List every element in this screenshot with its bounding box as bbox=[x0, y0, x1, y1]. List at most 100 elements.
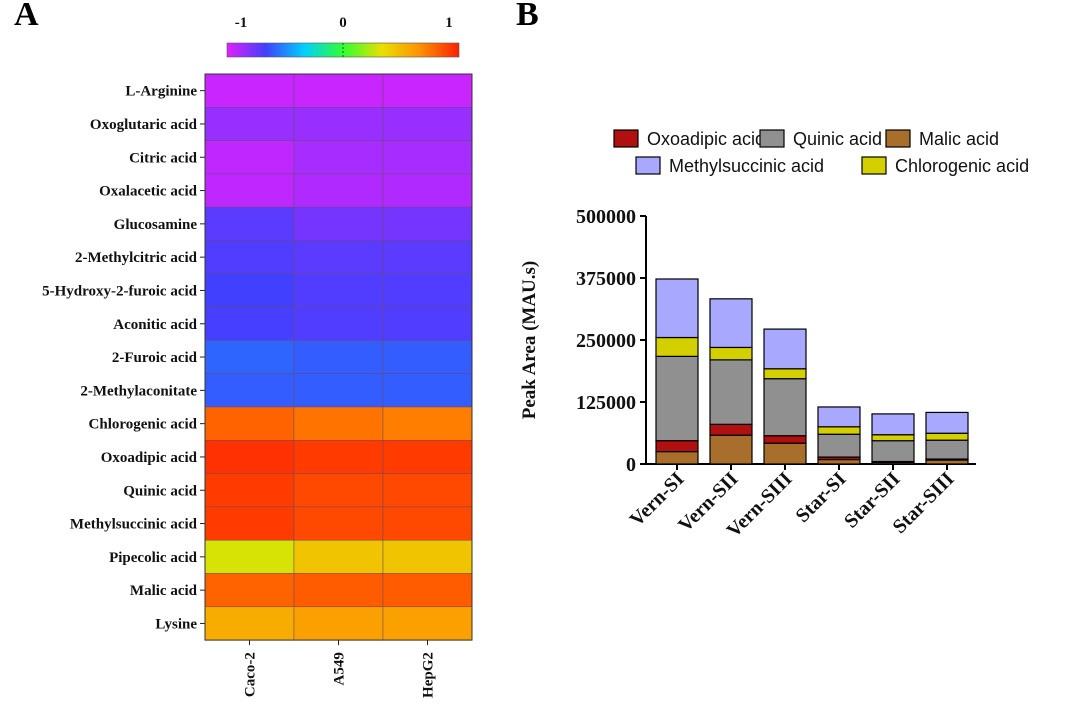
legend-label: Quinic acid bbox=[793, 129, 882, 149]
y-tick-label: 500000 bbox=[576, 206, 636, 228]
bar-segment bbox=[817, 426, 861, 435]
row-label: 2-Furoic acid bbox=[112, 350, 198, 366]
bar-segment bbox=[709, 359, 753, 425]
heatmap-cell bbox=[204, 240, 295, 275]
heatmap-cell bbox=[204, 473, 295, 508]
heatmap-cell bbox=[293, 573, 384, 608]
heatmap-cell bbox=[204, 140, 295, 175]
row-label: Citric acid bbox=[129, 150, 198, 166]
heatmap-cell bbox=[293, 340, 384, 374]
bar-segment bbox=[655, 355, 699, 442]
heatmap-cell bbox=[204, 606, 295, 641]
heatmap-cell bbox=[204, 340, 295, 374]
row-label: 2-Methylcitric acid bbox=[75, 250, 198, 266]
row-label: Chlorogenic acid bbox=[89, 417, 198, 433]
row-label: L-Arginine bbox=[125, 84, 197, 100]
bar-segment bbox=[655, 440, 699, 453]
colorbar-tick-label: -1 bbox=[235, 15, 248, 31]
colorbar-tick-label: 1 bbox=[445, 15, 453, 31]
heatmap-cell bbox=[293, 273, 384, 308]
colorbar-tick-label: 0 bbox=[339, 15, 347, 31]
bar-segment bbox=[709, 423, 753, 436]
heatmap-cell bbox=[382, 539, 473, 574]
heatmap-cell bbox=[382, 273, 473, 308]
heatmap-cell bbox=[204, 273, 295, 308]
heatmap-cell bbox=[382, 140, 473, 175]
bar-segment bbox=[709, 434, 753, 465]
legend-swatch bbox=[885, 129, 911, 148]
heatmap-cell bbox=[204, 506, 295, 541]
legend-label: Malic acid bbox=[919, 129, 999, 149]
row-label: Lysine bbox=[155, 616, 197, 632]
heatmap-cell bbox=[382, 206, 473, 241]
heatmap-cell bbox=[382, 573, 473, 608]
y-tick-label: 0 bbox=[626, 454, 636, 476]
row-label: 5-Hydroxy-2-furoic acid bbox=[42, 283, 198, 299]
legend-label: Chlorogenic acid bbox=[895, 156, 1029, 176]
panel-b-label: B bbox=[516, 0, 539, 33]
column-label: A549 bbox=[332, 652, 348, 685]
heatmap-cell bbox=[204, 539, 295, 574]
heatmap-cell bbox=[293, 606, 384, 641]
bar-segment bbox=[709, 346, 753, 361]
heatmap-cell bbox=[204, 373, 295, 408]
bar-segment bbox=[817, 406, 861, 428]
bar-segment bbox=[817, 433, 861, 458]
heatmap-cell bbox=[293, 440, 384, 474]
heatmap-cell bbox=[382, 406, 473, 441]
heatmap-cell bbox=[204, 306, 295, 341]
row-label: Malic acid bbox=[130, 583, 198, 599]
column-label: HepG2 bbox=[421, 652, 437, 698]
colorbar-gradient bbox=[226, 42, 460, 58]
heatmap-cell bbox=[204, 73, 295, 108]
row-label: Glucosamine bbox=[114, 217, 198, 233]
heatmap-cell bbox=[204, 173, 295, 208]
row-label: Quinic acid bbox=[123, 483, 197, 499]
bar-segment bbox=[925, 432, 969, 441]
row-label: Pipecolic acid bbox=[109, 550, 198, 566]
heatmap-cell bbox=[382, 173, 473, 208]
legend-swatch bbox=[759, 129, 785, 148]
row-label: Oxoglutaric acid bbox=[90, 117, 198, 133]
heatmap-cell bbox=[382, 107, 473, 141]
heatmap-cell bbox=[293, 140, 384, 175]
bar-segment bbox=[655, 278, 699, 339]
y-tick-label: 250000 bbox=[576, 330, 636, 352]
heatmap-cell bbox=[382, 340, 473, 374]
bar-segment bbox=[655, 451, 699, 465]
legend: Oxoadipic acid Quinic acid Malic acid Methy… bbox=[613, 129, 1029, 176]
bar-segment bbox=[655, 336, 699, 357]
bar-segment bbox=[709, 298, 753, 349]
bar-segment bbox=[763, 368, 807, 380]
bar-segment bbox=[871, 413, 915, 436]
heatmap-cell bbox=[293, 373, 384, 408]
heatmap-cell bbox=[382, 240, 473, 275]
heatmap-cell bbox=[204, 406, 295, 441]
colorbar: -1 0 1 bbox=[226, 15, 460, 58]
panel-a-label: A bbox=[14, 0, 39, 33]
y-tick-label: 375000 bbox=[576, 268, 636, 290]
bar-segment bbox=[763, 442, 807, 465]
heatmap-cell bbox=[293, 73, 384, 108]
heatmap-cell bbox=[382, 606, 473, 641]
heatmap-cell bbox=[293, 506, 384, 541]
row-label: 2-Methylaconitate bbox=[80, 383, 197, 399]
legend-swatch bbox=[613, 129, 639, 148]
heatmap-cell bbox=[293, 107, 384, 141]
heatmap-cell bbox=[382, 306, 473, 341]
y-tick-label: 125000 bbox=[576, 392, 636, 414]
row-label: Oxalacetic acid bbox=[99, 184, 198, 200]
heatmap-cell bbox=[293, 206, 384, 241]
bar-segment bbox=[925, 411, 969, 434]
heatmap: L-Arginine Oxoglutaric acid Citric acid Oxa… bbox=[42, 73, 473, 698]
heatmap-cell bbox=[382, 73, 473, 108]
heatmap-cell bbox=[204, 206, 295, 241]
bar-segment bbox=[763, 328, 807, 370]
bar-segment bbox=[763, 378, 807, 437]
heatmap-cell bbox=[204, 440, 295, 474]
bar-segment bbox=[871, 440, 915, 463]
bar-segment bbox=[817, 458, 861, 465]
heatmap-cell bbox=[293, 240, 384, 275]
